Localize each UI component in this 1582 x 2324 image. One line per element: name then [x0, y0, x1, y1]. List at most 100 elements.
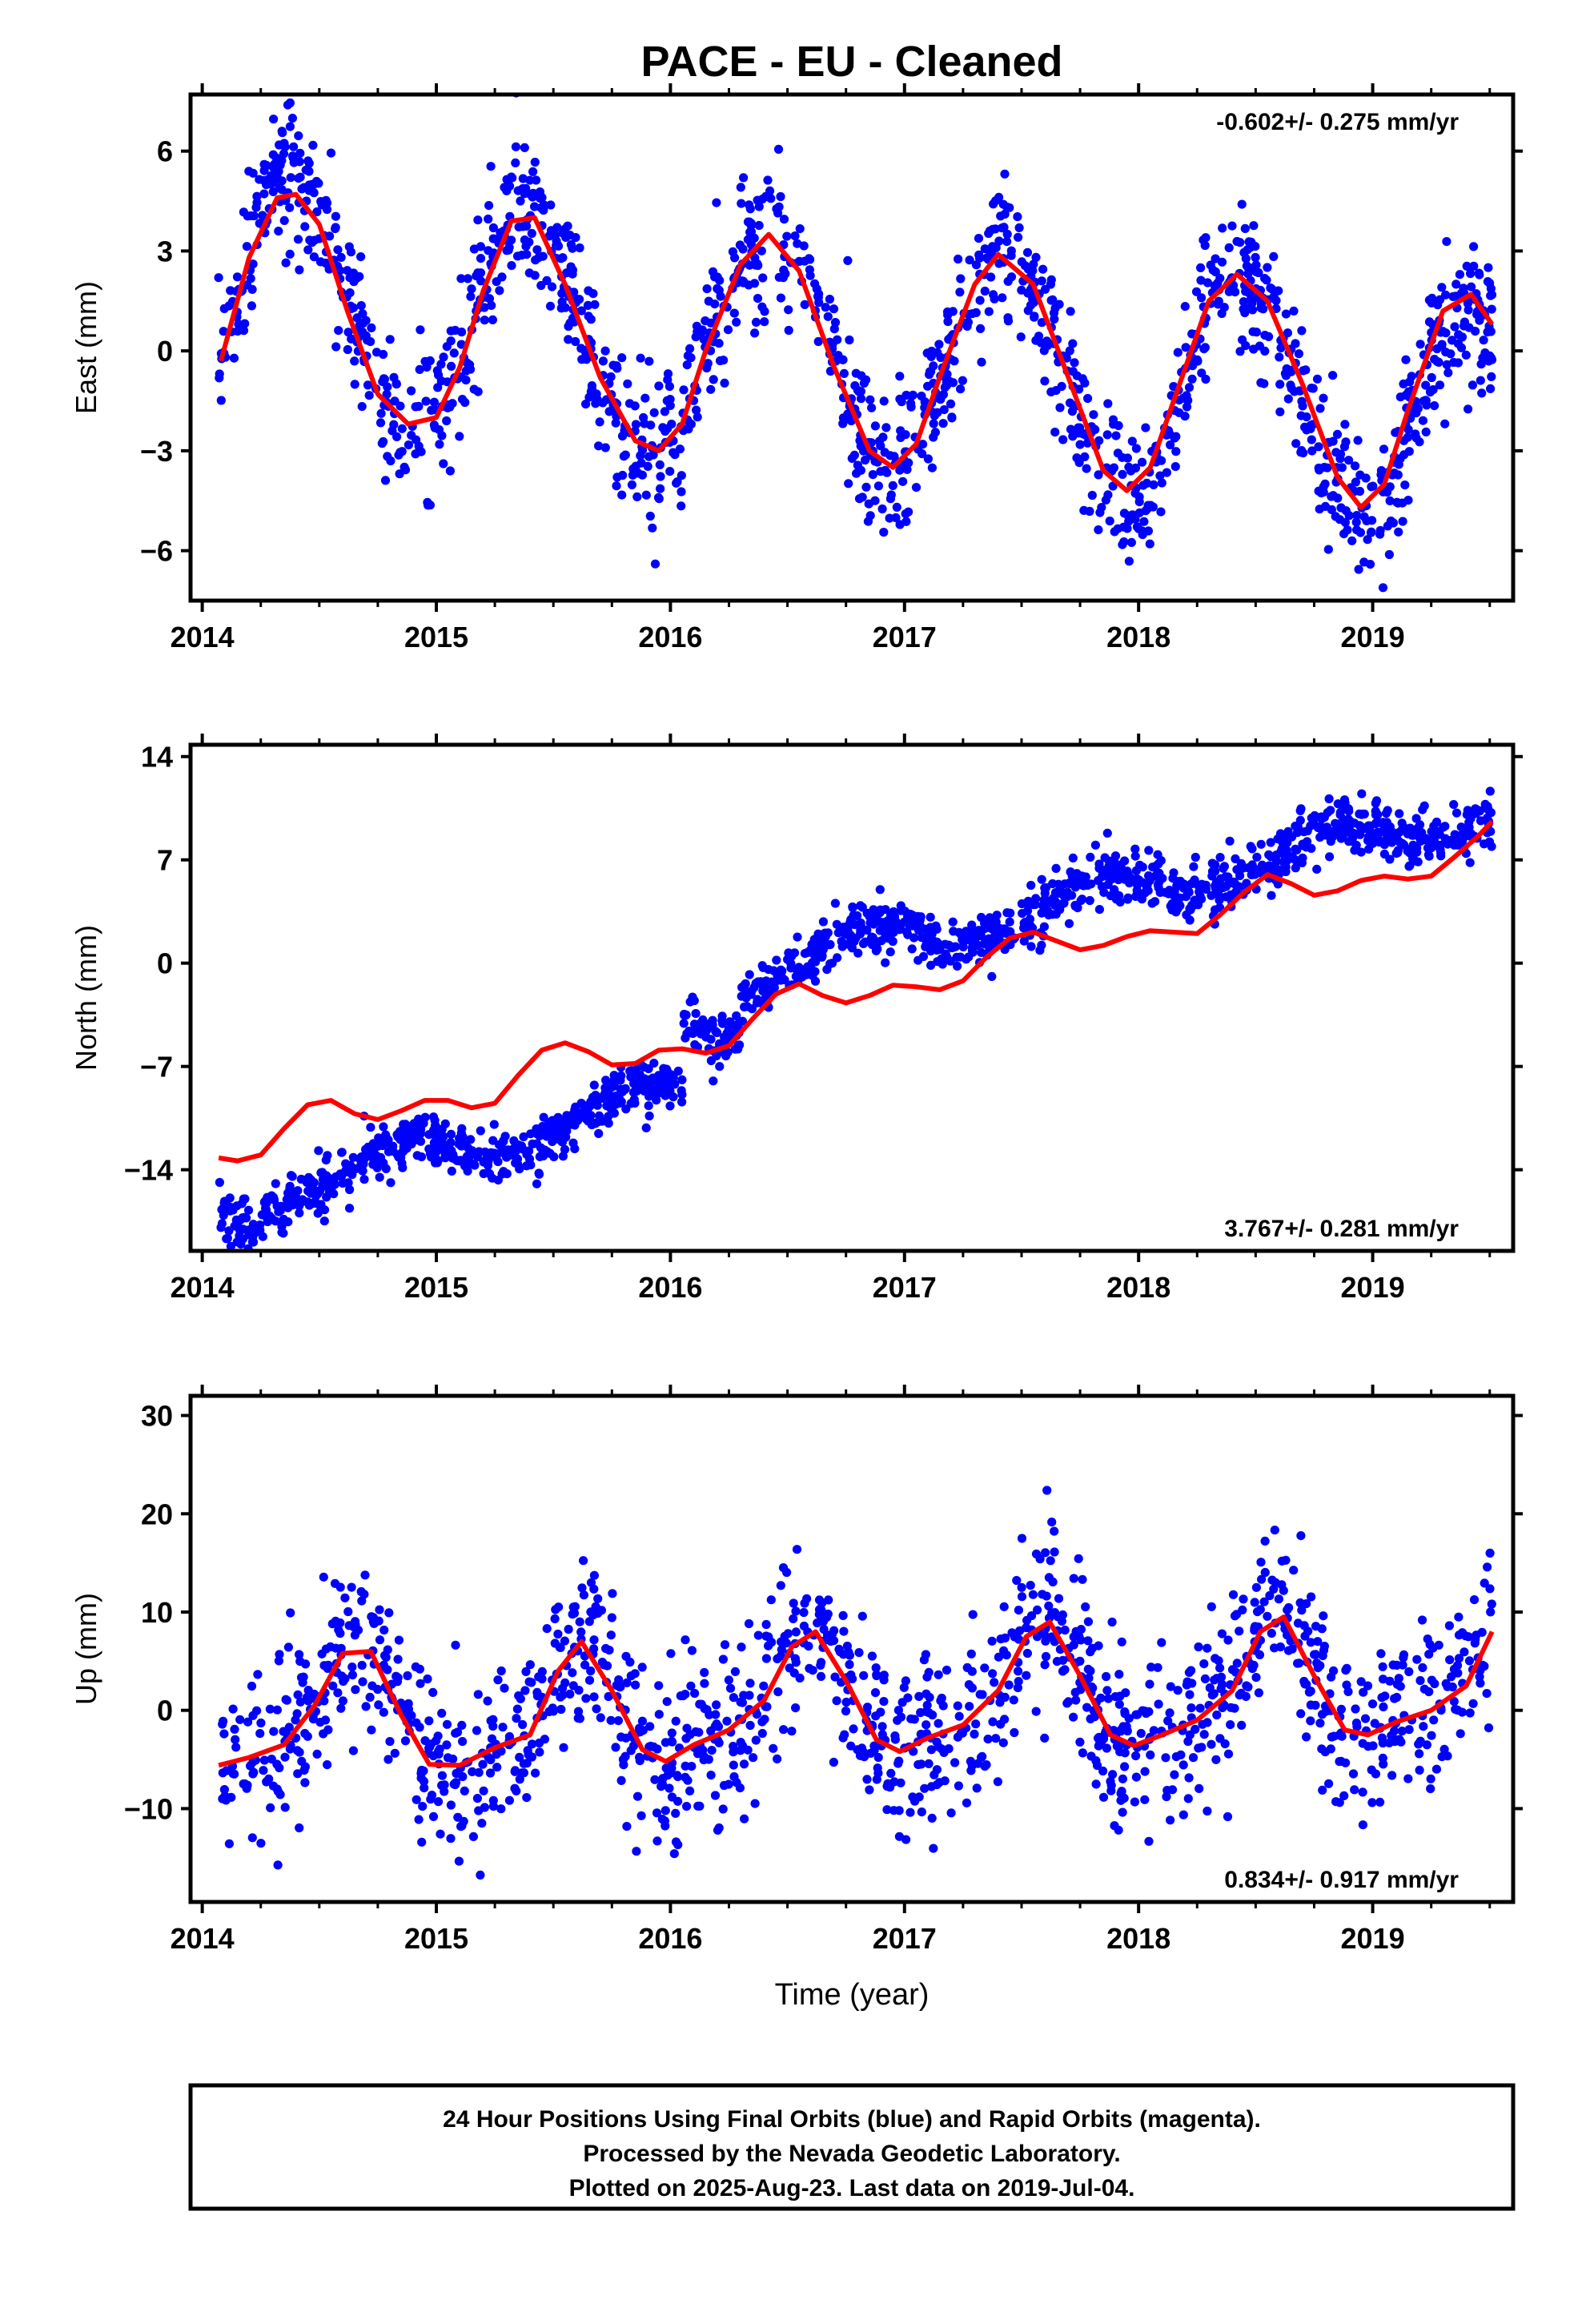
east-data-point [1068, 432, 1078, 441]
east-data-point [829, 304, 839, 314]
east-data-point [947, 412, 957, 422]
up-data-point [1350, 1785, 1359, 1795]
north-data-point [964, 952, 974, 962]
up-data-point [1251, 1582, 1261, 1592]
up-data-point [319, 1729, 328, 1739]
up-data-point [1017, 1592, 1027, 1602]
up-data-point [785, 1663, 794, 1673]
up-data-point [1187, 1679, 1197, 1688]
up-data-point [792, 1545, 802, 1554]
up-data-point [519, 1759, 528, 1768]
east-data-point [1247, 305, 1258, 315]
north-data-point [1044, 911, 1054, 920]
east-data-point [513, 186, 523, 195]
north-data-point [1019, 936, 1029, 946]
up-data-point [569, 1608, 580, 1618]
up-data-point [340, 1593, 350, 1602]
east-data-point [488, 234, 498, 243]
up-data-point [1306, 1716, 1315, 1726]
up-data-point [829, 1626, 839, 1635]
up-data-point [1426, 1774, 1435, 1783]
east-ytick-label: 6 [157, 135, 173, 168]
up-data-point [1403, 1774, 1413, 1783]
up-ytick-label: 10 [141, 1596, 173, 1629]
north-data-point [930, 925, 939, 935]
up-data-point [1186, 1703, 1196, 1713]
north-data-point [1051, 863, 1061, 873]
north-data-point [1371, 796, 1382, 806]
up-data-point [266, 1803, 275, 1812]
east-data-point [975, 296, 985, 305]
north-data-point [219, 1210, 228, 1220]
east-data-point [507, 235, 516, 245]
up-data-point [1415, 1749, 1424, 1759]
north-data-point [701, 1032, 711, 1042]
east-data-point [713, 272, 722, 282]
east-data-point [1455, 270, 1464, 279]
up-data-point [1296, 1531, 1306, 1541]
north-data-point [454, 1139, 464, 1148]
north-data-point [489, 1120, 499, 1129]
east-data-point [247, 301, 256, 311]
up-data-point [1115, 1747, 1125, 1757]
east-data-point [1314, 486, 1323, 496]
east-data-point [1388, 518, 1398, 528]
up-data-point [819, 1624, 829, 1634]
up-data-point [218, 1794, 227, 1803]
up-data-point [606, 1715, 616, 1725]
east-data-point [1119, 537, 1129, 547]
up-data-point [360, 1570, 370, 1580]
east-data-point [476, 276, 486, 286]
north-data-point [1302, 842, 1311, 852]
east-data-point [1438, 327, 1447, 336]
east-data-point [487, 300, 496, 310]
north-data-point [682, 1029, 692, 1039]
east-data-point [1464, 404, 1473, 414]
east-data-point [1327, 505, 1336, 515]
east-data-point [739, 173, 749, 183]
east-data-point [1464, 305, 1473, 315]
east-data-point [1312, 374, 1323, 384]
north-data-point [1297, 858, 1307, 867]
up-data-point [669, 1849, 679, 1859]
up-data-point [550, 1614, 560, 1623]
north-data-point [324, 1173, 334, 1183]
north-data-point [1153, 880, 1163, 890]
up-data-point [879, 1675, 889, 1685]
east-data-point [847, 453, 857, 464]
north-data-point [616, 1076, 625, 1085]
east-xtick-label: 2018 [1106, 621, 1170, 653]
up-data-point [1031, 1549, 1042, 1559]
east-data-point [925, 367, 935, 376]
east-data-point [1049, 308, 1059, 318]
up-data-point [619, 1760, 628, 1770]
up-data-point [357, 1660, 367, 1671]
up-data-point [1083, 1617, 1093, 1626]
up-data-point [1485, 1584, 1495, 1594]
east-data-point [1452, 279, 1461, 289]
up-data-point [998, 1738, 1008, 1747]
east-data-point [977, 357, 986, 367]
east-data-point [1070, 358, 1079, 368]
east-data-point [649, 408, 659, 417]
east-xtick-label: 2015 [404, 621, 468, 653]
north-data-point [742, 1002, 752, 1011]
up-data-point [228, 1704, 238, 1714]
east-data-point [411, 402, 420, 412]
north-ylabel: North (mm) [70, 925, 102, 1071]
east-data-point [685, 344, 695, 353]
east-data-point [612, 472, 622, 482]
east-data-point [345, 288, 355, 298]
north-data-point [1423, 850, 1433, 859]
up-data-point [1042, 1486, 1052, 1495]
up-data-point [283, 1642, 293, 1652]
up-data-point [474, 1767, 484, 1777]
east-data-point [1297, 446, 1307, 456]
north-data-point [1242, 879, 1251, 888]
up-data-point [681, 1772, 690, 1782]
north-data-point [502, 1169, 512, 1179]
east-data-point [1118, 452, 1127, 462]
east-data-point [303, 245, 313, 255]
up-data-point [596, 1713, 605, 1723]
up-data-point [1387, 1771, 1397, 1780]
